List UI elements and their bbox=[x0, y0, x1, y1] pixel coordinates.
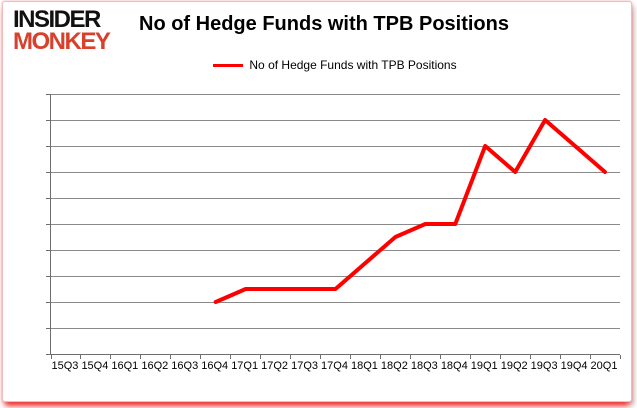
x-axis-label-19Q4: 19Q4 bbox=[560, 360, 588, 372]
logo-text-monkey: MONKEY bbox=[13, 28, 111, 55]
x-axis-label-16Q3: 16Q3 bbox=[171, 360, 199, 372]
plot-area bbox=[46, 93, 621, 359]
x-axis-tick bbox=[409, 355, 411, 359]
x-axis-tick bbox=[589, 355, 591, 359]
x-axis-label-18Q4: 18Q4 bbox=[440, 360, 468, 372]
gridline-y-2 bbox=[51, 327, 620, 329]
x-axis-tick bbox=[529, 355, 531, 359]
x-axis-label-18Q2: 18Q2 bbox=[380, 360, 408, 372]
logo-text-insider: INSIDER bbox=[13, 6, 101, 33]
x-axis-label-17Q3: 17Q3 bbox=[291, 360, 318, 372]
y-axis-tick bbox=[46, 171, 51, 173]
x-axis-label-16Q4: 16Q4 bbox=[201, 360, 229, 372]
chart-card: INSIDER MONKEY No of Hedge Funds with TP… bbox=[2, 1, 632, 402]
x-axis-label-16Q2: 16Q2 bbox=[141, 360, 169, 372]
y-axis-tick bbox=[46, 223, 51, 225]
x-axis-tick bbox=[170, 355, 172, 359]
gridline-y-16 bbox=[51, 145, 620, 147]
gridline-y-12 bbox=[51, 197, 620, 199]
gridline-y-18 bbox=[51, 119, 620, 121]
y-axis-tick bbox=[46, 249, 51, 251]
x-axis-label-17Q1: 17Q1 bbox=[231, 360, 259, 372]
x-axis-tick bbox=[50, 355, 52, 359]
x-axis-label-19Q3: 19Q3 bbox=[530, 360, 558, 372]
x-axis-label-17Q4: 17Q4 bbox=[321, 360, 348, 372]
legend-label: No of Hedge Funds with TPB Positions bbox=[249, 58, 457, 72]
x-axis-tick bbox=[260, 355, 262, 359]
y-axis-tick bbox=[46, 327, 51, 329]
x-axis-tick bbox=[349, 355, 351, 359]
gridline-y-10 bbox=[51, 223, 620, 225]
y-axis-tick bbox=[46, 197, 51, 199]
x-axis-tick bbox=[140, 355, 142, 359]
x-axis-label-18Q3: 18Q3 bbox=[410, 360, 438, 372]
x-axis-tick bbox=[320, 355, 322, 359]
y-axis-tick bbox=[46, 119, 51, 121]
x-axis-tick bbox=[439, 355, 441, 359]
x-axis-label-18Q1: 18Q1 bbox=[350, 360, 378, 372]
series-line bbox=[213, 118, 607, 304]
x-axis-tick bbox=[469, 355, 471, 359]
y-axis-tick bbox=[46, 145, 51, 147]
gridline-y-4 bbox=[51, 301, 620, 303]
x-axis-label-19Q1: 19Q1 bbox=[470, 360, 498, 372]
insider-monkey-logo: INSIDER MONKEY bbox=[13, 6, 133, 55]
y-axis-tick bbox=[46, 93, 51, 95]
x-axis-tick bbox=[379, 355, 381, 359]
x-axis-label-19Q2: 19Q2 bbox=[500, 360, 528, 372]
x-axis-tick bbox=[110, 355, 112, 359]
gridline-y-20 bbox=[51, 93, 620, 95]
gridline-y-14 bbox=[51, 171, 620, 173]
x-axis-tick bbox=[559, 355, 561, 359]
x-axis-label-16Q1: 16Q1 bbox=[111, 360, 139, 372]
y-axis-tick bbox=[46, 353, 51, 355]
x-axis-tick bbox=[499, 355, 501, 359]
x-axis-tick bbox=[619, 355, 621, 359]
x-axis-label-15Q4: 15Q4 bbox=[81, 360, 109, 372]
x-axis-tick bbox=[230, 355, 232, 359]
series-plot bbox=[213, 118, 607, 304]
gridline-y-6 bbox=[51, 275, 620, 277]
x-axis-tick bbox=[80, 355, 82, 359]
x-axis-label-20Q1: 20Q1 bbox=[590, 360, 618, 372]
chart-title: No of Hedge Funds with TPB Positions bbox=[139, 13, 509, 35]
x-axis-label-17Q2: 17Q2 bbox=[261, 360, 289, 372]
x-axis-label-15Q3: 15Q3 bbox=[51, 360, 79, 372]
x-axis-tick bbox=[200, 355, 202, 359]
x-axis-tick bbox=[290, 355, 292, 359]
y-axis-tick bbox=[46, 301, 51, 303]
legend-line-swatch bbox=[213, 63, 244, 67]
y-axis-tick bbox=[46, 275, 51, 277]
chart-legend: No of Hedge Funds with TPB Positions bbox=[50, 58, 620, 72]
gridline-y-8 bbox=[51, 249, 620, 251]
